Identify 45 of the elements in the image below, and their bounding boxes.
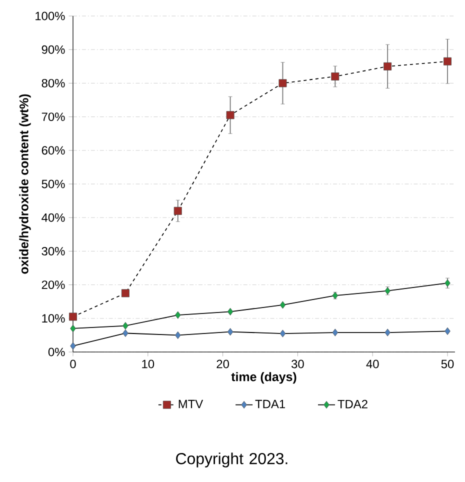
- x-tick-label: 50: [441, 360, 454, 368]
- legend-label: MTV: [178, 400, 204, 408]
- point: [226, 111, 234, 120]
- text: Copyright 2023.: [176, 452, 288, 468]
- point: [70, 342, 76, 350]
- point: [280, 330, 286, 338]
- x-tick-label: 0: [70, 360, 76, 368]
- y-tick-label: 30%: [42, 246, 65, 256]
- x-tick-label: 10: [142, 360, 154, 368]
- x-tick-label: 40: [366, 360, 379, 368]
- y-tick-label: 0%: [48, 348, 65, 356]
- y-tick-label: 100%: [36, 12, 65, 20]
- point: [174, 331, 181, 339]
- y-tick-label: 20%: [42, 280, 65, 290]
- point: [384, 328, 390, 336]
- point: [332, 328, 338, 336]
- legend-label: TDA2: [338, 400, 368, 408]
- point: [278, 79, 287, 88]
- point: [444, 327, 450, 335]
- y-tick-label: 70%: [42, 112, 65, 122]
- y-tick-label: 80%: [42, 78, 65, 88]
- point: [122, 322, 128, 330]
- point: [174, 206, 182, 215]
- point: [444, 279, 450, 287]
- point: [70, 324, 76, 332]
- y-tick-label: 90%: [42, 45, 65, 54]
- x-axis-title: time (days): [231, 372, 296, 384]
- point: [122, 329, 128, 337]
- y-axis-title: oxide/hydroxide content (wt%): [19, 94, 31, 274]
- y-tick-label: 50%: [42, 180, 65, 188]
- y-tick-label: 10%: [42, 314, 65, 323]
- point: [227, 308, 234, 316]
- point: [174, 311, 181, 319]
- point: [121, 289, 130, 298]
- point: [69, 312, 77, 321]
- point: [331, 72, 340, 80]
- legend-label: TDA1: [255, 400, 285, 408]
- point: [444, 57, 452, 66]
- y-tick-label: 60%: [42, 146, 65, 155]
- y-tick-label: 40%: [42, 213, 65, 222]
- x-tick-label: 20: [216, 360, 229, 368]
- point: [280, 301, 286, 309]
- x-tick-label: 30: [292, 360, 304, 368]
- point: [384, 62, 392, 70]
- point: [227, 328, 234, 336]
